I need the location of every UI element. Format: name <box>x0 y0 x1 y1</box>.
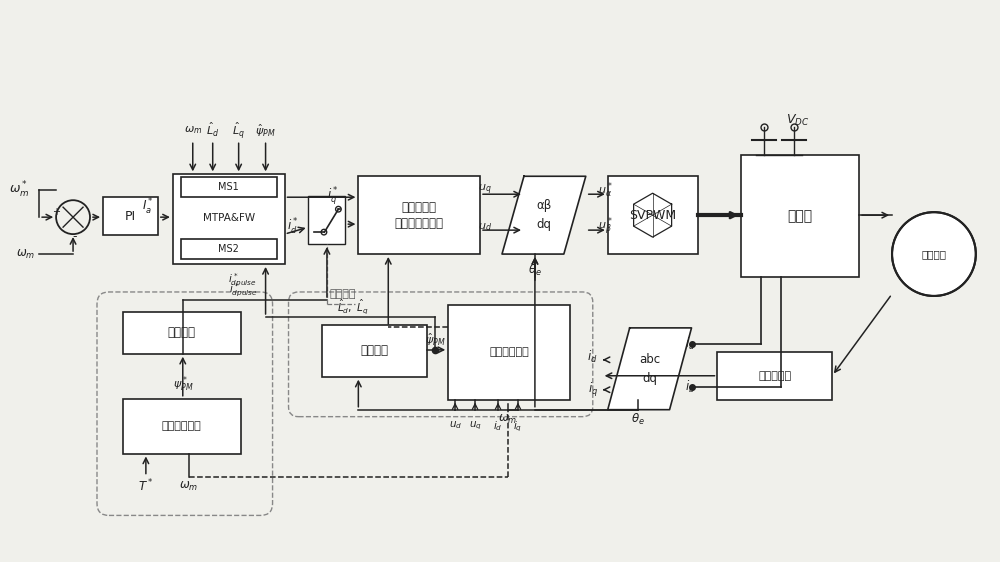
Text: $\omega_m$: $\omega_m$ <box>16 247 36 261</box>
Text: abc: abc <box>639 353 660 366</box>
Text: $\hat{\psi}_{PM}$: $\hat{\psi}_{PM}$ <box>255 122 276 139</box>
Polygon shape <box>608 328 692 410</box>
Text: $i_{dpulse}^*$: $i_{dpulse}^*$ <box>228 271 257 289</box>
Text: $i_q$: $i_q$ <box>513 420 523 434</box>
Text: $\hat{L}_d,\ \hat{L}_q$: $\hat{L}_d,\ \hat{L}_q$ <box>337 298 368 316</box>
Text: PI: PI <box>125 210 136 223</box>
Text: 切换信号: 切换信号 <box>329 289 356 299</box>
Text: 记忆电机: 记忆电机 <box>921 249 946 259</box>
Text: 逆变器: 逆变器 <box>788 209 813 223</box>
Text: $\hat{\psi}_{PM}$: $\hat{\psi}_{PM}$ <box>425 332 445 348</box>
Text: $\omega_m$: $\omega_m$ <box>498 413 518 426</box>
Text: $\theta_e$: $\theta_e$ <box>528 262 542 278</box>
Bar <box>358 176 480 254</box>
Bar <box>181 239 277 259</box>
Text: MTPA&FW: MTPA&FW <box>203 213 255 223</box>
Bar <box>308 196 345 244</box>
Bar <box>608 176 698 254</box>
Text: $i_a$: $i_a$ <box>685 336 694 352</box>
Polygon shape <box>502 176 586 254</box>
Text: MS2: MS2 <box>218 244 239 254</box>
Bar <box>123 312 241 354</box>
Text: 光电编码器: 光电编码器 <box>758 371 791 381</box>
Text: $u_q$: $u_q$ <box>478 183 492 197</box>
Bar <box>123 398 241 454</box>
Text: αβ: αβ <box>536 199 552 212</box>
Text: $u_d$: $u_d$ <box>478 221 492 233</box>
Text: +: + <box>52 207 60 217</box>
Text: dq: dq <box>536 218 551 231</box>
Text: $u_\beta^*$: $u_\beta^*$ <box>598 216 612 238</box>
Text: -: - <box>73 230 77 243</box>
Text: $\omega_m^*$: $\omega_m^*$ <box>9 180 30 200</box>
Text: $i_{dpulse}^*$: $i_{dpulse}^*$ <box>229 281 257 298</box>
Bar <box>717 352 832 400</box>
Bar <box>741 155 859 277</box>
Text: 自抗扰前馈解耦: 自抗扰前馈解耦 <box>395 217 444 230</box>
Text: 电流控制器: 电流控制器 <box>402 201 437 214</box>
Bar <box>448 305 570 400</box>
Bar <box>173 174 285 264</box>
Text: 磁链观测: 磁链观测 <box>361 345 389 357</box>
Text: $u_d$: $u_d$ <box>449 420 462 432</box>
Text: $i_d$: $i_d$ <box>493 420 503 433</box>
Text: $\omega_m$: $\omega_m$ <box>179 480 198 493</box>
Text: $i_d^*$: $i_d^*$ <box>287 217 298 237</box>
Text: $V_{DC}$: $V_{DC}$ <box>786 113 809 128</box>
Text: dq: dq <box>642 371 657 385</box>
Text: $\psi_{PM}^*$: $\psi_{PM}^*$ <box>173 374 193 393</box>
Text: MS1: MS1 <box>218 182 239 192</box>
Bar <box>103 197 158 235</box>
Text: $T^*$: $T^*$ <box>138 478 154 495</box>
Bar <box>181 177 277 197</box>
Text: $\omega_m$: $\omega_m$ <box>184 124 202 136</box>
Text: 电感参数辨识: 电感参数辨识 <box>489 347 529 357</box>
Text: 调磁控制模块: 调磁控制模块 <box>162 421 202 431</box>
Bar <box>322 325 427 377</box>
Text: SVPWM: SVPWM <box>629 209 676 221</box>
Text: 脉冲电流: 脉冲电流 <box>168 327 196 339</box>
Text: $i_q^*$: $i_q^*$ <box>327 185 338 207</box>
Text: $\theta_e$: $\theta_e$ <box>631 412 645 427</box>
Text: $I_a^*$: $I_a^*$ <box>142 197 154 217</box>
Text: $i_q$: $i_q$ <box>588 380 598 398</box>
Text: $u_q$: $u_q$ <box>469 420 482 432</box>
Text: $i_b$: $i_b$ <box>685 379 695 395</box>
Text: $\hat{L}_q$: $\hat{L}_q$ <box>232 120 245 140</box>
Text: $\hat{L}_d$: $\hat{L}_d$ <box>206 121 219 139</box>
Text: $u_\alpha^*$: $u_\alpha^*$ <box>598 180 612 200</box>
Circle shape <box>892 212 976 296</box>
Text: $i_d$: $i_d$ <box>587 349 598 365</box>
